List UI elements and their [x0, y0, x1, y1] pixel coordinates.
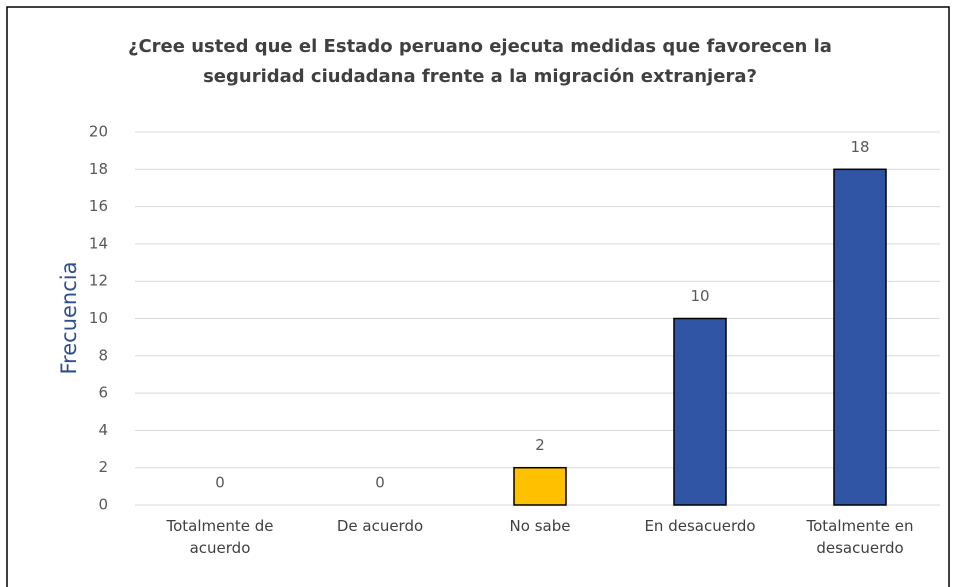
- x-tick-label: Totalmente en desacuerdo: [806, 517, 914, 557]
- chart-title: ¿Cree usted que el Estado peruano ejecut…: [128, 36, 832, 87]
- bar: [833, 168, 887, 506]
- y-tick-label: 6: [98, 384, 108, 402]
- y-tick-label: 0: [98, 496, 108, 514]
- y-axis-title: Frecuencia: [57, 262, 81, 375]
- bar: [673, 317, 727, 506]
- data-label: 0: [375, 474, 385, 492]
- y-tick-label: 16: [89, 197, 108, 215]
- data-label: 0: [215, 474, 225, 492]
- x-tick-box: De acuerdo: [336, 517, 424, 535]
- x-tick-label: No sabe: [509, 517, 571, 535]
- data-label: 10: [690, 287, 709, 305]
- bar: [513, 466, 567, 506]
- y-tick-label: 4: [98, 421, 108, 439]
- x-tick-box: En desacuerdo: [644, 517, 756, 535]
- x-tick-label: De acuerdo: [336, 517, 424, 535]
- x-tick-label: Totalmente de acuerdo: [166, 517, 274, 557]
- x-tick-box: Totalmente de acuerdo: [166, 517, 274, 557]
- data-label: 2: [535, 436, 545, 454]
- y-tick-label: 12: [89, 272, 108, 290]
- y-tick-label: 14: [89, 234, 108, 252]
- x-tick-box: No sabe: [509, 517, 571, 535]
- title-box: ¿Cree usted que el Estado peruano ejecut…: [128, 36, 832, 87]
- y-tick-label: 8: [98, 346, 108, 364]
- data-label: 18: [850, 138, 869, 156]
- chart-border: [6, 6, 950, 587]
- y-tick-label: 10: [89, 309, 108, 327]
- y-tick-label: 20: [89, 123, 108, 141]
- y-tick-label: 2: [98, 458, 108, 476]
- x-tick-box: Totalmente en desacuerdo: [806, 517, 914, 557]
- x-tick-label: En desacuerdo: [644, 517, 756, 535]
- y-tick-label: 18: [89, 160, 108, 178]
